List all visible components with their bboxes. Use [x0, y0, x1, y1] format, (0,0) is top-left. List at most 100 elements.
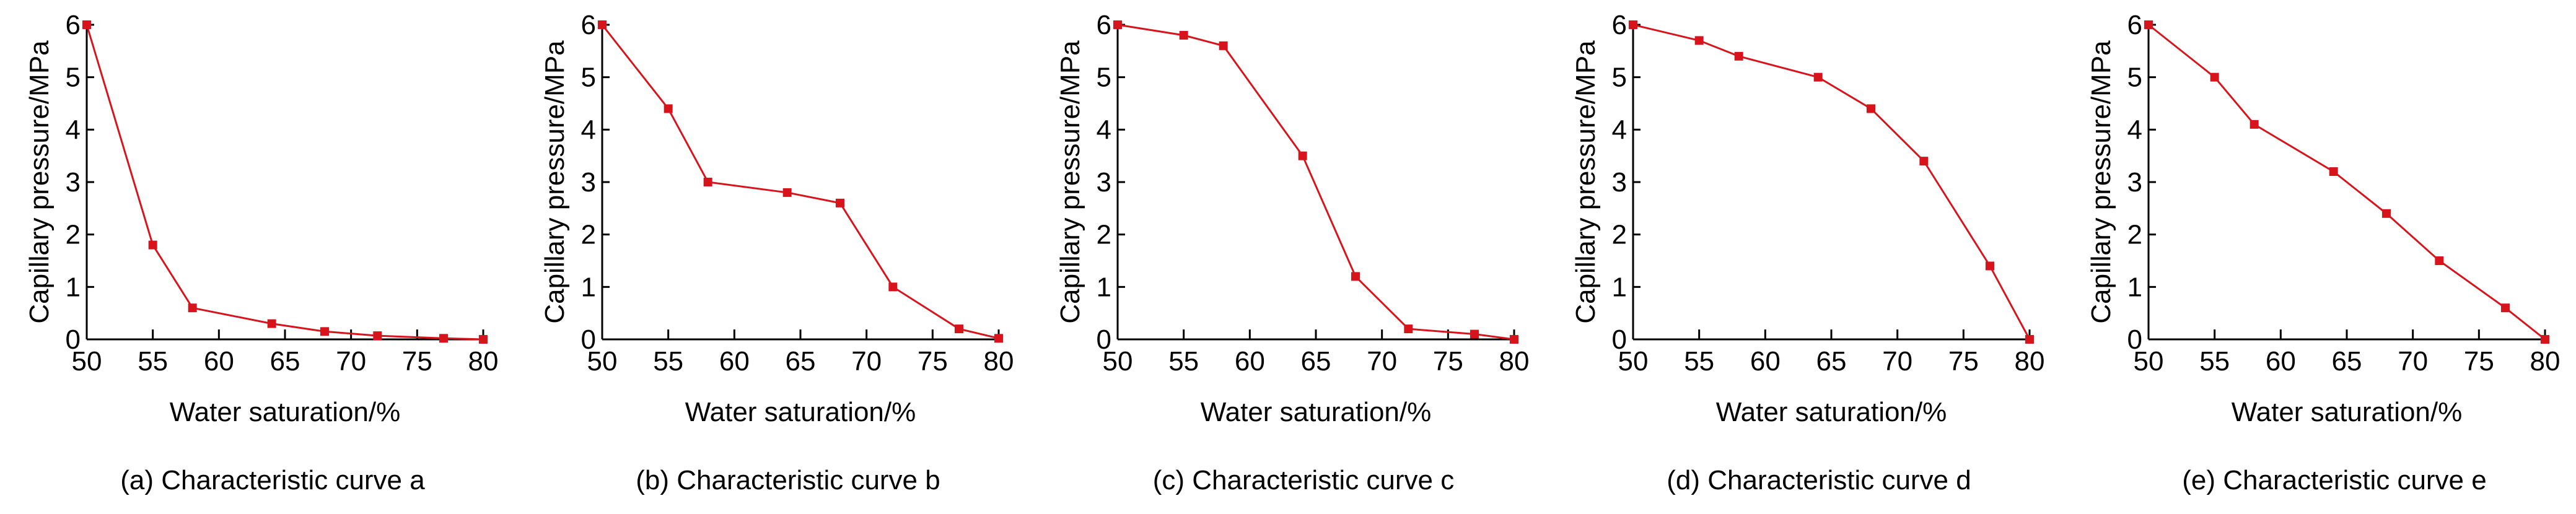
x-axis-title: Water saturation/%	[2232, 397, 2463, 427]
x-tick-label: 55	[653, 346, 683, 377]
x-tick-label: 60	[1235, 346, 1265, 377]
x-tick-label: 80	[468, 346, 499, 377]
x-tick-label: 80	[1499, 346, 1530, 377]
x-axis-title: Water saturation/%	[1716, 397, 1947, 427]
x-tick-label: 70	[2398, 346, 2428, 377]
x-tick-label: 55	[1168, 346, 1199, 377]
y-tick-label: 1	[2127, 272, 2142, 302]
data-point	[664, 104, 673, 113]
y-tick-label: 3	[66, 167, 81, 198]
x-tick-label: 75	[918, 346, 948, 377]
x-tick-label: 65	[1816, 346, 1847, 377]
x-tick-label: 55	[138, 346, 168, 377]
y-axis-title: Capillary pressure/MPa	[540, 40, 570, 324]
y-tick-label: 6	[581, 10, 596, 40]
x-tick-label: 75	[2464, 346, 2494, 377]
panel-b: 0 1 2 3 4 5 6 50 55 60 65 70 75 80 Capillary pressure/…	[540, 10, 1014, 495]
x-tick-label: 70	[1367, 346, 1397, 377]
x-tick-label: 50	[2134, 346, 2164, 377]
data-point	[1629, 20, 1637, 29]
y-tick-label: 6	[1097, 10, 1111, 40]
y-tick-label: 4	[66, 115, 81, 145]
x-tick-label: 55	[1684, 346, 1714, 377]
y-tick-label: 3	[581, 167, 596, 198]
y-tick-label: 0	[2127, 325, 2142, 355]
panel-c: 0 1 2 3 4 5 6 50 55 60 65 70 75 80 Capillary pressure/…	[1055, 10, 1529, 495]
y-tick-label: 6	[66, 10, 81, 40]
data-point	[2144, 20, 2153, 29]
y-tick-label: 0	[1097, 325, 1111, 355]
data-point	[955, 325, 963, 334]
y-tick-label: 1	[66, 272, 81, 302]
y-tick-label: 0	[1612, 325, 1627, 355]
x-tick-label: 80	[2530, 346, 2561, 377]
data-point	[836, 198, 844, 207]
x-tick-label: 60	[204, 346, 234, 377]
data-point	[439, 334, 448, 343]
y-axis-title: Capillary pressure/MPa	[1055, 40, 1085, 324]
data-point	[1113, 20, 1122, 29]
panel-caption: (b) Characteristic curve b	[636, 465, 940, 495]
data-point	[1219, 41, 1228, 50]
data-point	[703, 178, 712, 186]
x-tick-label: 80	[984, 346, 1014, 377]
y-tick-label: 1	[581, 272, 596, 302]
data-point	[320, 327, 329, 336]
data-point	[1813, 72, 1823, 82]
data-point	[1734, 51, 1743, 61]
data-point	[1919, 157, 1929, 166]
x-tick-label: 75	[1948, 346, 1979, 377]
y-axis-title: Capillary pressure/MPa	[1571, 40, 1601, 324]
x-tick-label: 80	[2015, 346, 2045, 377]
y-tick-label: 0	[581, 325, 596, 355]
panel-caption: (e) Characteristic curve e	[2182, 465, 2486, 495]
x-axis-title: Water saturation/%	[1201, 397, 1432, 427]
data-point	[1867, 104, 1875, 113]
y-axis-title: Capillary pressure/MPa	[2086, 40, 2116, 324]
data-point	[2541, 335, 2549, 344]
x-tick-label: 50	[587, 346, 618, 377]
x-tick-label: 65	[270, 346, 300, 377]
y-tick-label: 5	[1612, 63, 1627, 93]
x-tick-label: 55	[2199, 346, 2230, 377]
series-line	[1117, 24, 1515, 341]
series-line	[1632, 24, 2031, 340]
data-point	[888, 282, 898, 292]
y-tick-label: 2	[581, 220, 596, 250]
y-tick-label: 4	[2127, 115, 2142, 145]
x-tick-label: 70	[336, 346, 366, 377]
y-tick-label: 3	[1612, 167, 1627, 198]
x-tick-label: 70	[1882, 346, 1912, 377]
y-tick-label: 4	[1097, 115, 1111, 145]
data-point	[1694, 36, 1704, 45]
y-axis-title: Capillary pressure/MPa	[24, 40, 55, 324]
y-tick-label: 5	[2127, 63, 2142, 93]
y-tick-label: 2	[1097, 220, 1111, 250]
data-point	[148, 240, 157, 250]
y-tick-label: 2	[66, 220, 81, 250]
x-tick-label: 60	[719, 346, 750, 377]
data-point	[82, 20, 91, 29]
x-tick-label: 75	[402, 346, 432, 377]
x-tick-label: 50	[1103, 346, 1133, 377]
data-point	[2382, 209, 2391, 218]
y-tick-label: 5	[1097, 63, 1111, 93]
x-tick-label: 65	[1301, 346, 1331, 377]
y-tick-label: 5	[581, 63, 596, 93]
data-point	[2329, 167, 2338, 176]
panel-caption: (d) Characteristic curve d	[1667, 465, 1971, 495]
data-point	[1298, 151, 1307, 160]
y-tick-label: 1	[1612, 272, 1627, 302]
x-tick-label: 65	[786, 346, 816, 377]
series-line	[2148, 24, 2546, 341]
x-tick-label: 50	[1618, 346, 1649, 377]
x-axis-title: Water saturation/%	[170, 397, 401, 427]
y-tick-label: 4	[1612, 115, 1627, 145]
x-tick-label: 60	[1750, 346, 1781, 377]
y-tick-label: 3	[2127, 167, 2142, 198]
x-tick-label: 50	[72, 346, 102, 377]
y-tick-label: 2	[1612, 220, 1627, 250]
series-line	[601, 24, 999, 339]
data-point	[1404, 325, 1413, 334]
